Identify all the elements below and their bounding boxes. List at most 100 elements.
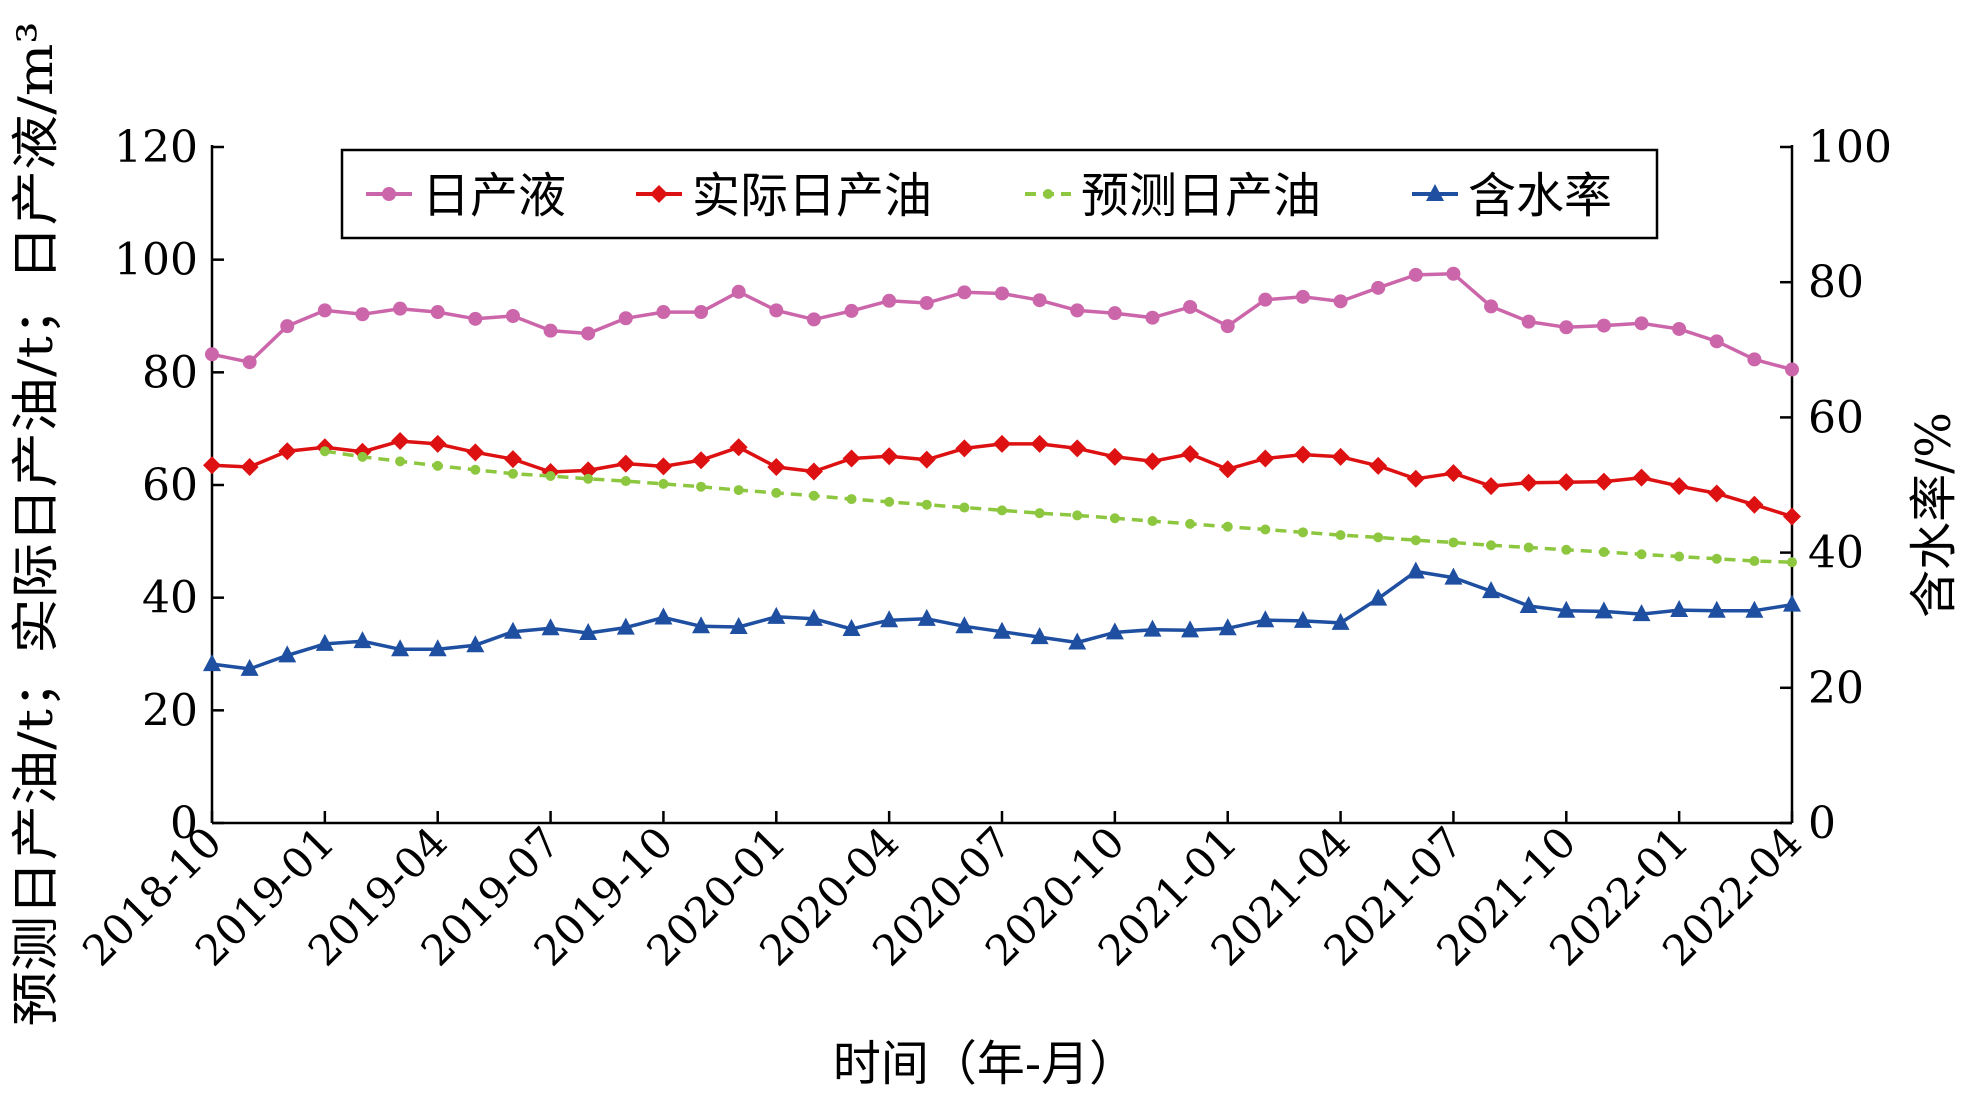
data-point [804,462,823,481]
series-forecast-oil [319,446,1797,568]
data-point [729,616,748,634]
data-point [1783,507,1801,526]
data-point [1408,267,1423,282]
data-point [1072,510,1083,521]
data-point [658,478,669,489]
data-point [1444,567,1463,585]
series-water-cut [203,561,1801,676]
data-point [579,461,598,480]
data-point [1068,632,1087,650]
data-point [1674,551,1685,562]
legend-label-water-cut: 含水率 [1468,168,1612,224]
data-point [391,639,410,657]
legend-label-forecast-oil: 预测日产油 [1081,168,1321,224]
data-point [1371,280,1386,295]
data-point [579,623,598,641]
data-point [957,285,972,300]
data-point [842,449,861,468]
data-point [1070,303,1085,318]
data-point [729,438,748,457]
y-axis-label-left: 预测日产油/t；实际日产油/t；日产液/m³ [8,21,64,1026]
data-point [1256,449,1275,468]
data-point [882,293,897,308]
data-point [1369,588,1388,606]
data-point [240,658,259,676]
data-point [1559,320,1574,335]
y-tick-label-left: 120 [114,122,198,173]
series-liquid [205,266,1799,377]
y-tick-label-left: 80 [142,347,198,398]
data-point [880,610,899,628]
data-point [430,305,445,320]
y-tick-label-left: 100 [114,235,198,286]
legend-item-liquid: 日产液 [366,168,566,224]
data-point [503,450,522,469]
data-point [616,454,635,473]
data-point [1258,292,1273,307]
data-point [1745,600,1764,618]
data-point [1634,316,1649,331]
data-point [1109,513,1120,524]
axes: 0204060801001200204060801002018-102019-0… [73,122,1892,975]
data-point [1183,299,1198,314]
data-point [767,457,786,476]
data-point [1557,600,1576,618]
legend-marker-liquid [382,187,396,201]
data-point [1143,619,1162,637]
data-point [1783,594,1801,612]
data-point [1107,306,1122,321]
data-point [393,301,408,316]
data-point [731,284,746,299]
data-point [844,303,859,318]
data-point [583,473,594,484]
data-point [1636,549,1647,560]
plot-series [203,266,1801,676]
data-point [767,606,786,624]
legend-marker-water-cut [1426,184,1444,201]
data-point [1670,600,1689,618]
data-point [1670,477,1689,496]
data-point [391,432,410,451]
y-axis-label-right: 含水率/% [1906,412,1962,618]
data-point [317,303,332,318]
data-point [1331,612,1350,630]
data-point [1557,473,1576,492]
data-point [1484,299,1499,314]
data-point [203,654,221,672]
legend-label-liquid: 日产液 [422,168,566,224]
data-point [240,457,259,476]
data-point [618,311,633,326]
data-point [955,616,974,634]
data-point [993,434,1011,453]
y-tick-label-right: 40 [1808,528,1864,579]
data-point [355,307,370,322]
data-point [917,450,936,469]
data-point [353,631,372,649]
data-point [1295,289,1310,304]
data-point [616,617,635,635]
data-point [1105,447,1124,466]
data-point [1521,314,1536,329]
data-point [1331,447,1350,466]
data-point [959,502,970,513]
data-point [1406,561,1425,579]
y-tick-label-right: 100 [1808,122,1892,173]
data-point [1632,604,1651,622]
data-point [203,456,221,475]
data-point [1482,477,1501,496]
data-point [995,286,1009,301]
data-point [1749,556,1760,567]
data-point [1444,464,1463,483]
data-point [278,442,297,461]
y-tick-label-left: 40 [142,573,198,624]
data-point [1598,547,1609,558]
y-tick-label-right: 80 [1808,257,1864,308]
data-point [997,505,1007,516]
data-point [955,439,974,458]
data-point [428,434,447,453]
data-point [656,305,671,320]
data-point [1218,618,1237,636]
data-point [1787,557,1797,568]
data-point [242,355,257,370]
data-point [880,447,899,466]
